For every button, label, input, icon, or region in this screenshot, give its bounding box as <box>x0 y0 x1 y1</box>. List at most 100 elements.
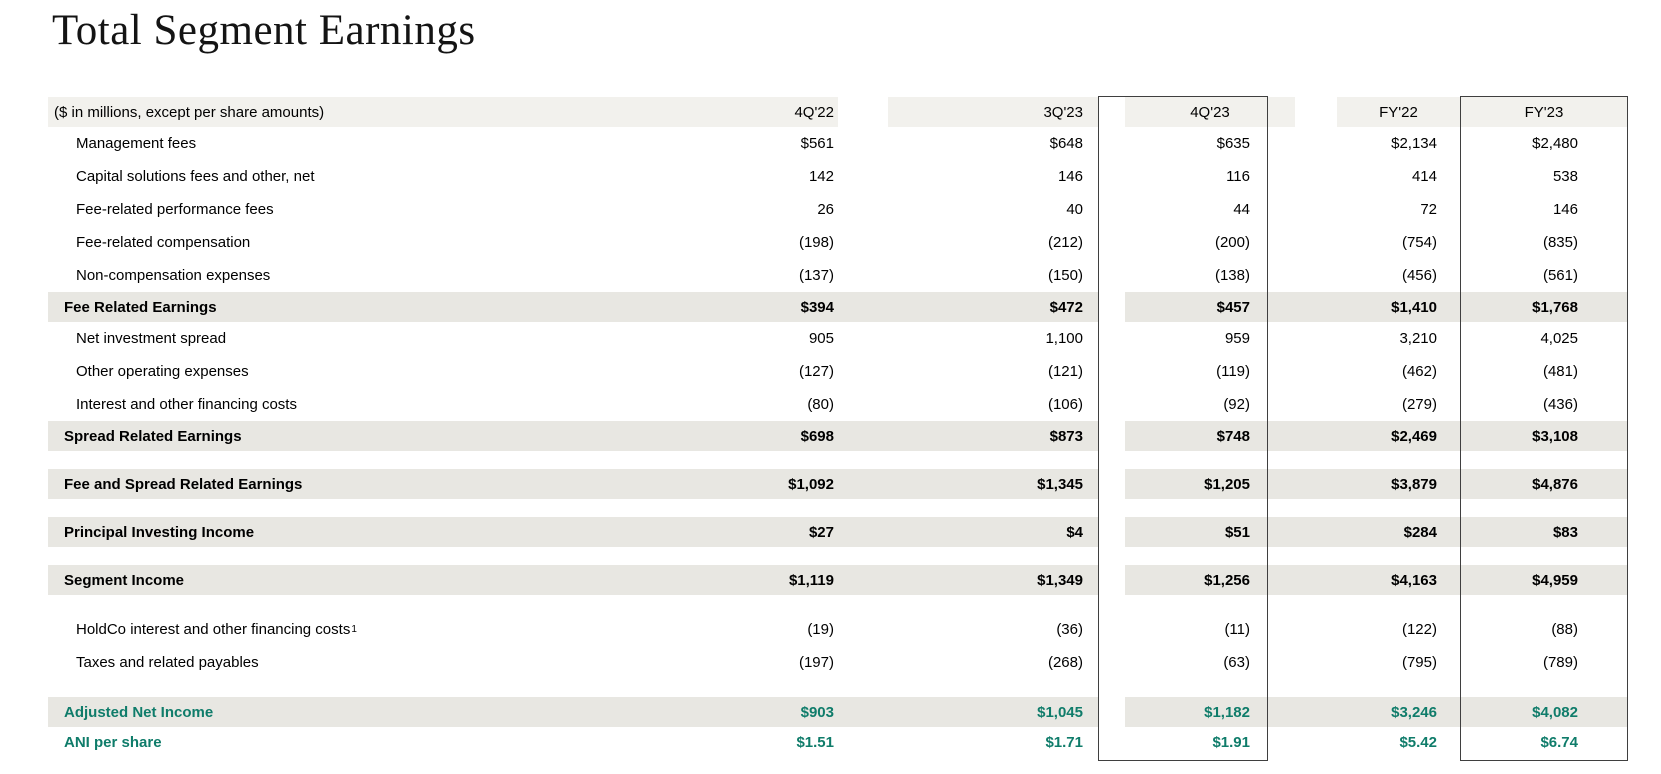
column-gutter <box>1098 613 1125 646</box>
value-cell: $698 <box>658 421 838 451</box>
value-cell: $284 <box>1337 517 1460 547</box>
column-gutter <box>1098 226 1125 259</box>
value-cell: $6.74 <box>1540 733 1578 751</box>
value-cell: 44 <box>1233 201 1250 218</box>
value-cell: $4 <box>888 517 1098 547</box>
column-gutter <box>838 127 888 160</box>
row-label: Non-compensation expenses <box>76 267 271 284</box>
column-gutter <box>1098 97 1125 127</box>
value-cell: (119) <box>1216 363 1250 380</box>
column-gutter <box>1295 727 1337 757</box>
column-gutter <box>1098 160 1125 193</box>
table-row: Other operating expenses (127) (121) (119) (… <box>48 355 1628 388</box>
value-cell: (11) <box>1224 621 1250 638</box>
row-label: HoldCo interest and other financing cost… <box>76 621 357 638</box>
value-cell: (80) <box>807 396 834 413</box>
column-gutter <box>1295 322 1337 355</box>
column-header: FY'22 <box>1337 97 1460 127</box>
table-row: Segment Income $1,119 $1,349 $1,256 $4,163 $4… <box>48 565 1628 595</box>
value-cell: (481) <box>1542 363 1578 380</box>
value-cell: (36) <box>1056 621 1083 638</box>
table-row: Taxes and related payables (197) (268) (63)… <box>48 646 1628 679</box>
value-cell: (92) <box>1223 396 1250 413</box>
column-gutter <box>1295 259 1337 292</box>
row-label: Management fees <box>76 135 197 152</box>
value-cell: 1,100 <box>1045 330 1083 347</box>
value-cell: $1,045 <box>888 697 1098 727</box>
earnings-table: ($ in millions, except per share amounts… <box>48 97 1628 757</box>
value-cell: $873 <box>888 421 1098 451</box>
column-gutter <box>838 517 888 547</box>
column-gutter <box>838 226 888 259</box>
column-gutter <box>1295 160 1337 193</box>
value-cell: $561 <box>800 135 834 152</box>
column-gutter <box>1295 613 1337 646</box>
row-label: Net investment spread <box>76 330 227 347</box>
value-cell: (137) <box>798 267 834 284</box>
value-cell: $635 <box>1216 135 1250 152</box>
column-gutter <box>838 355 888 388</box>
column-gutter <box>838 646 888 679</box>
value-cell: $457 <box>1125 292 1295 322</box>
value-cell: $1,205 <box>1125 469 1295 499</box>
value-cell: (138) <box>1214 267 1250 284</box>
value-cell: $1,349 <box>888 565 1098 595</box>
value-cell: $1.91 <box>1212 733 1250 751</box>
column-gutter <box>1295 226 1337 259</box>
table-row: Interest and other financing costs (80) (1… <box>48 388 1628 421</box>
value-cell: (63) <box>1223 654 1250 671</box>
value-cell: 905 <box>808 330 834 347</box>
value-cell: 414 <box>1411 168 1437 185</box>
column-gutter <box>1295 646 1337 679</box>
value-cell: $1,410 <box>1337 292 1460 322</box>
value-cell: $472 <box>888 292 1098 322</box>
column-gutter <box>1098 646 1125 679</box>
value-cell: $903 <box>658 697 838 727</box>
value-cell: (268) <box>1047 654 1083 671</box>
column-gutter <box>1295 517 1337 547</box>
column-gutter <box>838 565 888 595</box>
value-cell: $3,879 <box>1337 469 1460 499</box>
value-cell: $1,345 <box>888 469 1098 499</box>
section-gap <box>48 595 1628 613</box>
value-cell: $2,480 <box>1532 135 1578 152</box>
table-units-label: ($ in millions, except per share amounts… <box>48 97 658 127</box>
column-gutter <box>1098 469 1125 499</box>
column-gutter <box>1098 292 1125 322</box>
column-gutter <box>1098 193 1125 226</box>
value-cell: $4,163 <box>1337 565 1460 595</box>
table-row: Principal Investing Income $27 $4 $51 $284 $8… <box>48 517 1628 547</box>
column-gutter <box>838 259 888 292</box>
value-cell: (436) <box>1542 396 1578 413</box>
value-cell: (279) <box>1401 396 1437 413</box>
value-cell: (127) <box>798 363 834 380</box>
column-gutter <box>838 388 888 421</box>
row-label: Adjusted Net Income <box>48 697 658 727</box>
value-cell: (789) <box>1542 654 1578 671</box>
value-cell: $1,768 <box>1460 292 1628 322</box>
row-label: Fee and Spread Related Earnings <box>48 469 658 499</box>
value-cell: (462) <box>1401 363 1437 380</box>
column-gutter <box>1295 469 1337 499</box>
value-cell: (212) <box>1047 234 1083 251</box>
row-label: Principal Investing Income <box>48 517 658 547</box>
value-cell: (88) <box>1551 621 1578 638</box>
value-cell: $3,246 <box>1337 697 1460 727</box>
column-gutter <box>1098 565 1125 595</box>
column-header: 4Q'22 <box>658 97 838 127</box>
table-row: Spread Related Earnings $698 $873 $748 $2,46… <box>48 421 1628 451</box>
value-cell: 538 <box>1552 168 1578 185</box>
value-cell: $748 <box>1125 421 1295 451</box>
column-header: 4Q'23 <box>1125 97 1295 127</box>
value-cell: $1,119 <box>658 565 838 595</box>
value-cell: 72 <box>1420 201 1437 218</box>
value-cell: 959 <box>1224 330 1250 347</box>
value-cell: $1.71 <box>1045 733 1083 751</box>
page-title: Total Segment Earnings <box>52 7 476 54</box>
value-cell: (561) <box>1542 267 1578 284</box>
value-cell: (795) <box>1401 654 1437 671</box>
value-cell: (121) <box>1047 363 1083 380</box>
value-cell: $3,108 <box>1460 421 1628 451</box>
column-header: FY'23 <box>1460 97 1628 127</box>
